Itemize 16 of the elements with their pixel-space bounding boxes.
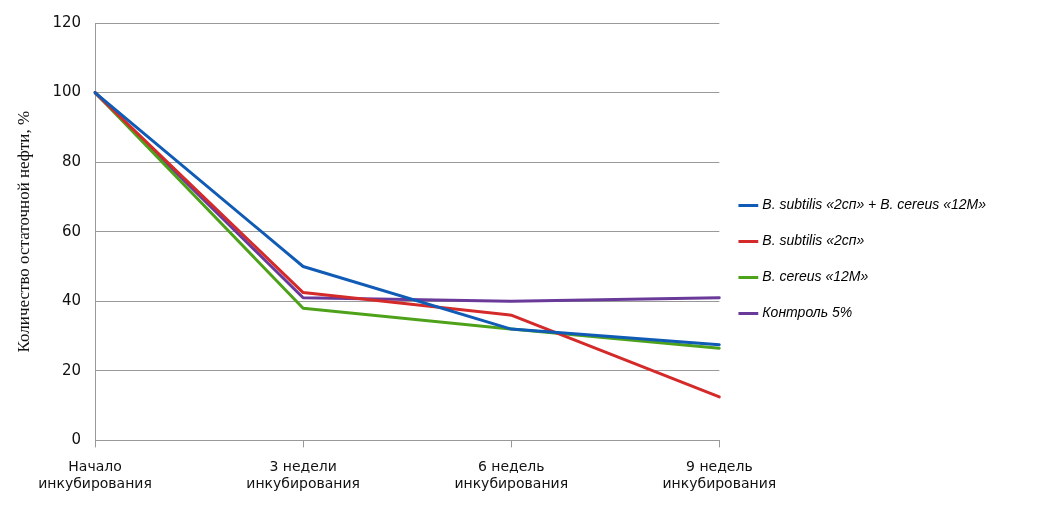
x-tick-label: 6 недель инкубирования: [454, 458, 569, 492]
x-tick-label: 3 недели инкубирования: [246, 458, 360, 492]
legend-label: Контроль 5%: [762, 304, 853, 321]
legend-label: B. cereus «12M»: [762, 268, 869, 285]
x-tick-label: Начало инкубирования: [38, 458, 152, 492]
legend-label: B. subtilis «2сп»: [762, 232, 865, 249]
x-tick-label: 9 недель инкубирования: [662, 458, 777, 492]
y-tick-label: 0: [71, 430, 82, 449]
y-tick-label: 20: [61, 360, 82, 379]
y-tick-label: 80: [61, 152, 82, 171]
legend-label: B. subtilis «2сп» + B. cereus «12M»: [762, 196, 987, 213]
y-axis-title: Количество остаточной нефти, %: [13, 110, 33, 353]
y-tick-label: 40: [61, 291, 82, 310]
y-tick-label: 120: [52, 12, 82, 31]
y-tick-label: 60: [61, 221, 82, 240]
y-tick-label: 100: [52, 82, 82, 101]
